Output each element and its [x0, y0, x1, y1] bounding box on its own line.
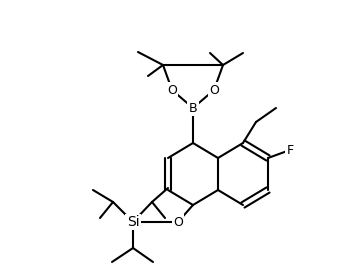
Text: O: O	[173, 215, 183, 229]
Text: F: F	[287, 143, 293, 157]
Text: O: O	[209, 83, 219, 96]
Text: O: O	[167, 83, 177, 96]
Text: B: B	[189, 101, 197, 115]
Text: Si: Si	[127, 215, 139, 229]
